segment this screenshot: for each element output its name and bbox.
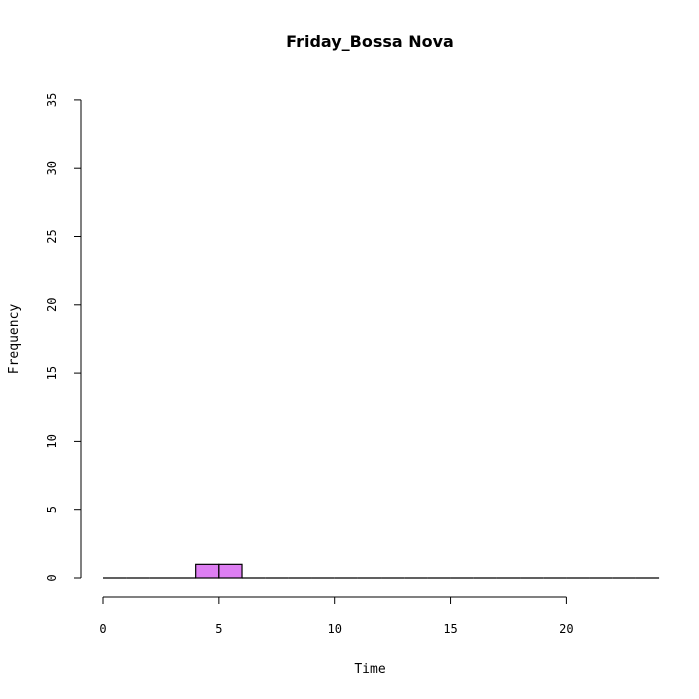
x-tick-label: 5 <box>215 622 222 636</box>
y-tick-label: 15 <box>45 366 59 380</box>
y-axis-label: Frequency <box>7 304 22 375</box>
bars-group <box>103 563 660 579</box>
y-tick-label: 30 <box>45 161 59 175</box>
y-axis: 0 5 10 15 20 25 30 35 <box>45 93 82 582</box>
x-axis: 0 5 10 15 20 <box>99 596 574 636</box>
chart-title: Friday_Bossa Nova <box>286 32 454 51</box>
y-tick-label: 35 <box>45 93 59 107</box>
x-tick-label: 10 <box>327 622 341 636</box>
y-tick-label: 20 <box>45 298 59 312</box>
y-tick-label: 25 <box>45 229 59 243</box>
x-tick-label: 20 <box>559 622 573 636</box>
y-tick-label: 5 <box>45 506 59 513</box>
y-tick-label: 0 <box>45 574 59 581</box>
x-tick-label: 0 <box>99 622 106 636</box>
histogram-bar-4 <box>195 563 220 579</box>
y-tick-label: 10 <box>45 434 59 448</box>
histogram-bar-5 <box>218 563 243 579</box>
x-axis-label: Time <box>354 662 385 677</box>
x-tick-label: 15 <box>443 622 457 636</box>
